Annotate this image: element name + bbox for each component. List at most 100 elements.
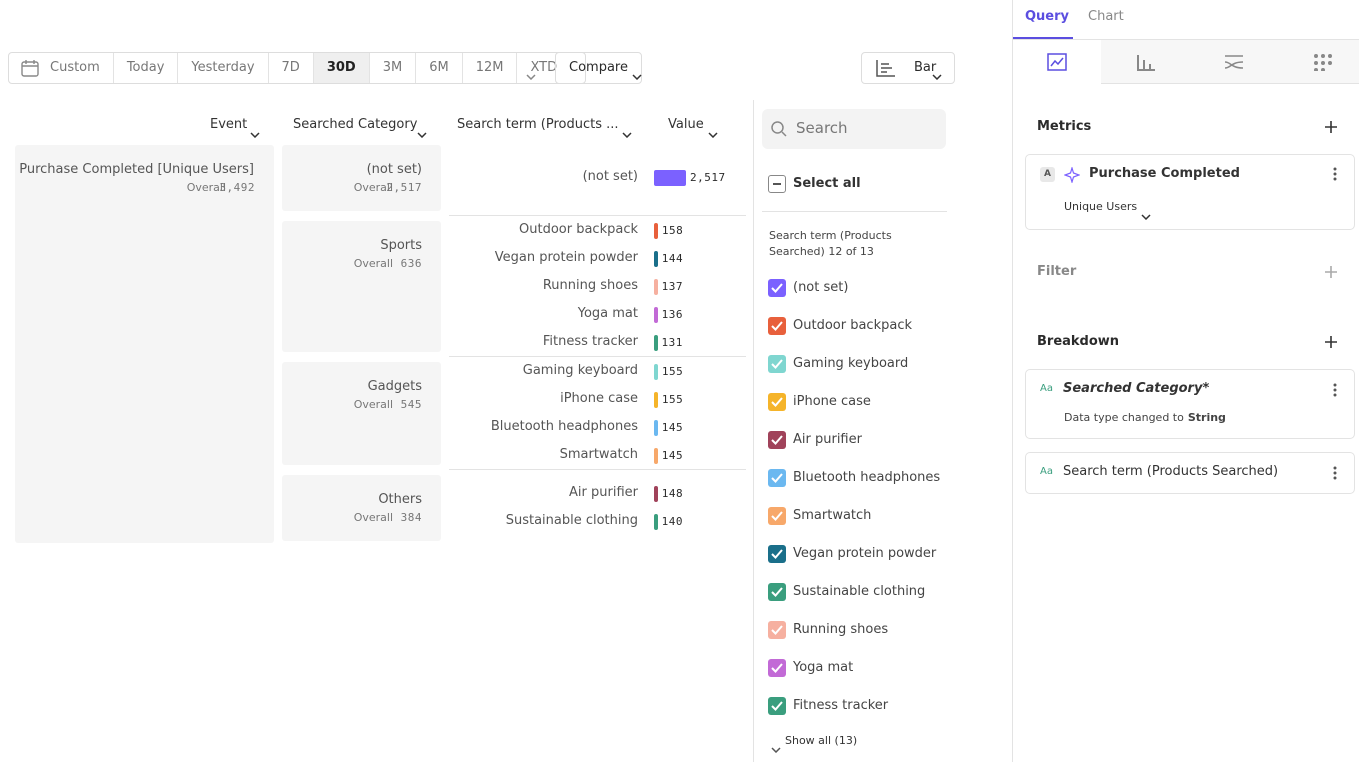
value-label: 145 (661, 448, 684, 462)
metric-name: Purchase Completed (1089, 166, 1240, 181)
note-strong: String (1187, 411, 1226, 424)
checkbox[interactable] (768, 355, 786, 373)
section-title: Breakdown (1037, 334, 1120, 349)
checkbox[interactable] (768, 659, 786, 677)
search-icon (770, 120, 788, 138)
breakdown-note: Data type changed to String (1064, 411, 1226, 424)
chart-type-label: Bar (914, 60, 937, 75)
calendar-icon (21, 59, 39, 77)
column-header[interactable]: Searched Category (293, 117, 418, 132)
filter-item[interactable]: (not set) (793, 280, 849, 295)
add-button[interactable] (1323, 334, 1339, 350)
category-name: Sports (380, 238, 422, 253)
checkbox[interactable] (768, 697, 786, 715)
date-range-option[interactable]: XTD (530, 60, 558, 75)
search-term: iPhone case (560, 390, 638, 406)
value-bar (654, 447, 658, 464)
overall-label: Overall (353, 511, 393, 524)
bar-icon (1137, 55, 1155, 71)
filter-item[interactable]: Fitness tracker (793, 698, 889, 713)
overall-label: Overall (186, 181, 226, 194)
metric-badge: A (1040, 167, 1055, 182)
checkbox[interactable] (768, 507, 786, 525)
tab[interactable]: Query (1025, 9, 1070, 24)
chevron (622, 123, 632, 139)
search-term: Vegan protein powder (494, 249, 638, 265)
flow-icon (1224, 55, 1244, 69)
search-term: Air purifier (569, 485, 638, 500)
value-label: 144 (661, 251, 684, 265)
column-header[interactable]: Search term (Products ... (457, 117, 619, 132)
divider (753, 100, 754, 762)
more-button[interactable] (1330, 382, 1340, 398)
date-range-option[interactable]: Yesterday (178, 53, 269, 83)
section-title: Filter (1037, 264, 1077, 279)
filter-item[interactable]: Vegan protein powder (793, 546, 937, 561)
overall-label: Overall (353, 257, 393, 270)
more-button[interactable] (1330, 465, 1340, 481)
date-range-option[interactable]: 30D (313, 53, 370, 83)
search-term: Yoga mat (577, 305, 638, 321)
tab[interactable]: Chart (1088, 9, 1124, 24)
add-button[interactable] (1323, 119, 1339, 135)
checkbox[interactable] (768, 317, 786, 335)
checkbox[interactable] (768, 279, 786, 297)
checkbox[interactable] (768, 393, 786, 411)
row-separator (449, 469, 746, 470)
filter-item[interactable]: Air purifier (793, 432, 862, 447)
event-name: Purchase Completed [Unique Users] (19, 162, 254, 177)
value-bar (654, 514, 658, 530)
breakdown-name: Searched Category* (1063, 381, 1210, 396)
filter-item[interactable]: Sustainable clothing (793, 584, 926, 599)
filter-heading: Search term (Products Searched) 12 of 13 (769, 229, 892, 258)
filter-item[interactable]: Yoga mat (793, 660, 854, 675)
column-header[interactable]: Event (210, 117, 248, 132)
show-all[interactable]: Show all (13) (785, 734, 858, 747)
date-range-option[interactable]: Custom (9, 53, 114, 83)
value-label: 145 (661, 420, 684, 434)
overall-value: 384 (400, 511, 422, 524)
chevron (250, 123, 260, 139)
value-bar (654, 170, 686, 186)
checkbox[interactable] (768, 583, 786, 601)
value-bar (654, 419, 658, 436)
value-label: 136 (661, 307, 683, 321)
add-button[interactable] (1323, 264, 1339, 280)
sparkle-icon (1063, 165, 1081, 185)
checkbox[interactable] (768, 545, 786, 563)
checkbox[interactable] (768, 621, 786, 639)
overall-label: Overall (353, 181, 393, 194)
date-range-option[interactable]: Today (114, 53, 179, 83)
filter-item[interactable]: Running shoes (793, 622, 889, 637)
checkbox[interactable] (768, 469, 786, 487)
select-all[interactable]: Select all (793, 176, 861, 191)
date-range-option[interactable]: 3M (370, 53, 417, 83)
chart-type-button[interactable]: Bar (861, 52, 955, 84)
chevron (932, 65, 942, 81)
filter-item[interactable]: Smartwatch (793, 508, 872, 523)
filter-item[interactable]: Gaming keyboard (793, 356, 909, 371)
select-all-checkbox[interactable] (768, 175, 786, 193)
date-range-option[interactable]: 12M (463, 53, 518, 83)
checkbox[interactable] (768, 431, 786, 449)
search-placeholder: Search (796, 119, 848, 137)
column-header[interactable]: Value (668, 117, 704, 132)
metric-measure[interactable]: Unique Users (1064, 200, 1138, 213)
chevron (526, 65, 536, 81)
filter-item[interactable]: iPhone case (793, 394, 871, 409)
search-term: Sustainable clothing (505, 513, 638, 528)
category-name: Gadgets (367, 379, 422, 394)
search-box[interactable] (762, 109, 946, 149)
category-box (282, 475, 441, 541)
overall-label: Overall (353, 398, 393, 411)
date-range-option[interactable]: 7D (269, 53, 314, 83)
compare-button[interactable]: Compare (555, 52, 642, 84)
filter-item[interactable]: Bluetooth headphones (793, 470, 941, 485)
breakdown-card (1025, 369, 1355, 439)
more-button[interactable] (1330, 166, 1340, 182)
date-range-option[interactable]: 6M (416, 53, 463, 83)
value-label: 131 (661, 335, 683, 349)
category-box (282, 362, 441, 465)
filter-item[interactable]: Outdoor backpack (793, 318, 912, 333)
value-bar (654, 363, 658, 380)
